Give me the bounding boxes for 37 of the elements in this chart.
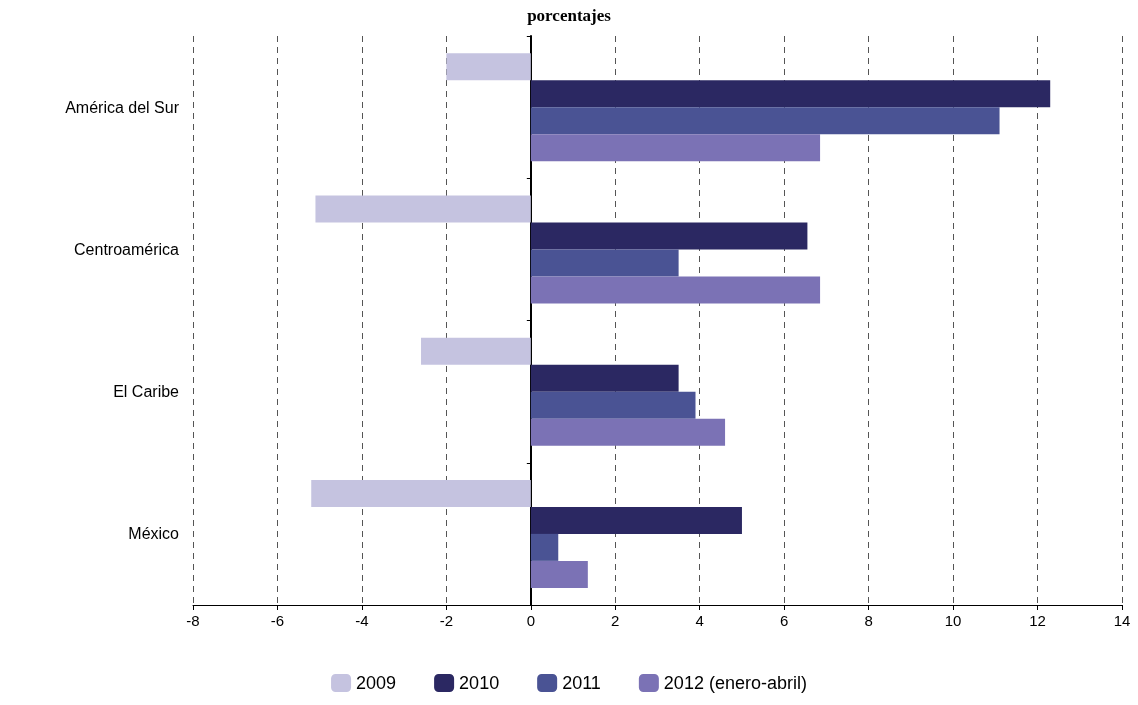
y-tick-label: México — [128, 525, 180, 543]
bar — [315, 195, 531, 223]
legend-label: 2012 (enero-abril) — [663, 673, 807, 693]
bar — [530, 222, 808, 250]
bar — [530, 533, 559, 561]
x-tick-label: 2 — [611, 612, 620, 629]
y-tick-label: Centroamérica — [74, 240, 180, 258]
bar — [311, 479, 531, 507]
x-tick-label: -8 — [186, 612, 200, 629]
bar — [530, 391, 696, 419]
bar — [530, 276, 821, 304]
legend-label: 2011 — [562, 673, 601, 693]
bar — [530, 249, 679, 277]
chart-title: porcentajes — [527, 6, 612, 25]
bar — [421, 337, 531, 365]
bar — [530, 134, 821, 162]
legend-label: 2010 — [459, 673, 500, 693]
bar — [530, 418, 726, 446]
x-tick-label: 12 — [1029, 612, 1046, 629]
bar — [530, 107, 1000, 135]
x-tick-label: 6 — [780, 612, 789, 629]
x-tick-label: 8 — [864, 612, 873, 629]
bar — [530, 506, 742, 534]
bar — [530, 560, 588, 588]
x-tick-label: -4 — [355, 612, 369, 629]
x-tick-label: 0 — [526, 612, 535, 629]
legend-label: 2009 — [356, 673, 397, 693]
x-tick-label: 14 — [1113, 612, 1131, 629]
bar — [530, 80, 1051, 108]
x-tick-label: -6 — [270, 612, 285, 629]
bar — [446, 53, 531, 81]
x-tick-label: 4 — [695, 612, 704, 629]
y-tick-label: América del Sur — [65, 98, 180, 116]
x-tick-label: 10 — [944, 612, 962, 629]
x-tick-label: -2 — [439, 612, 454, 629]
bar — [530, 364, 679, 392]
y-tick-label: El Caribe — [113, 383, 180, 401]
